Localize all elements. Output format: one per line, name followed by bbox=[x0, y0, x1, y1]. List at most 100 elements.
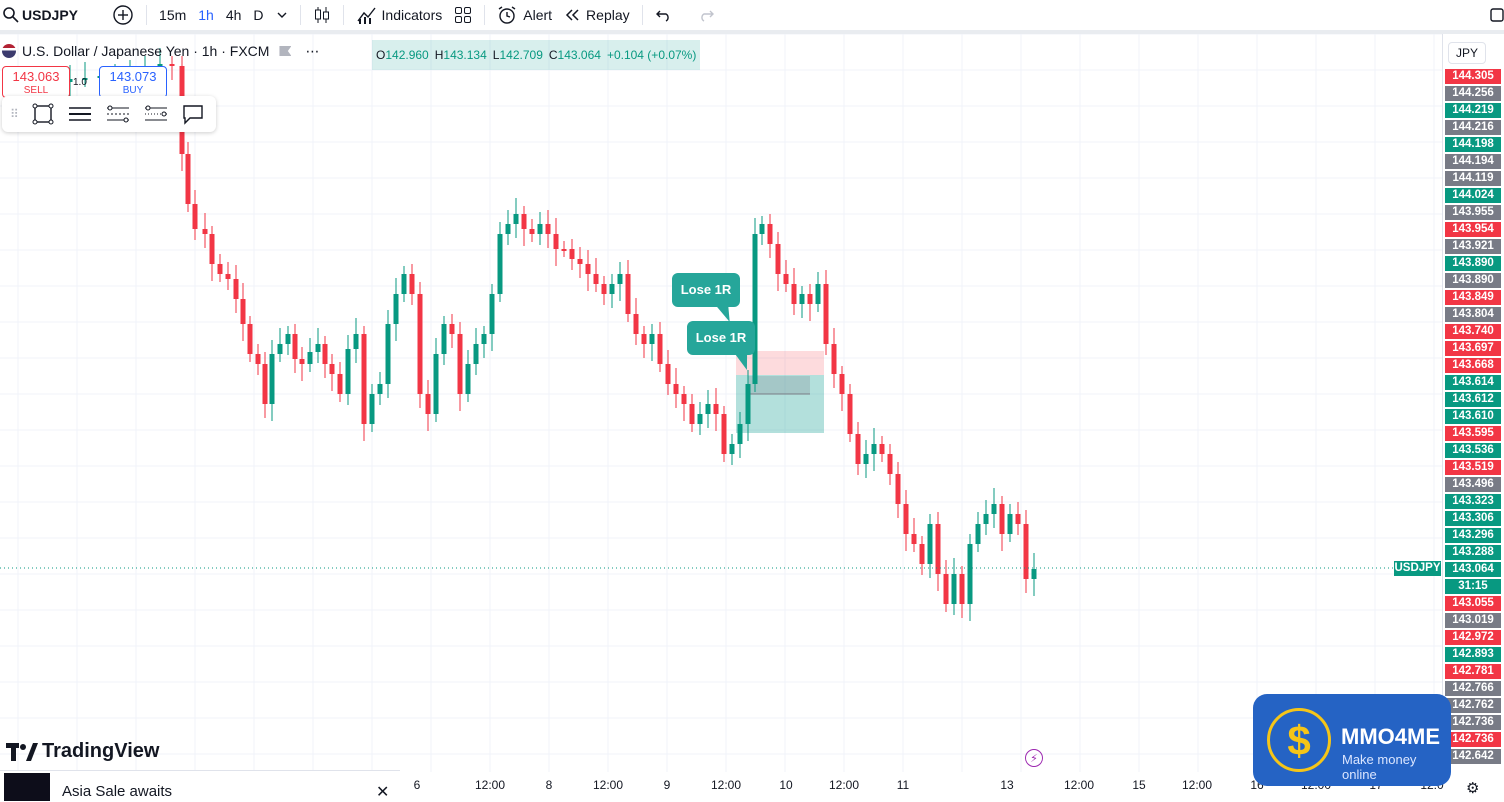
price-label: 142.762 bbox=[1445, 698, 1501, 713]
candle-body bbox=[497, 234, 503, 294]
candle-body bbox=[401, 274, 407, 294]
candle-body bbox=[425, 394, 431, 414]
time-label: 12:00 bbox=[828, 778, 860, 792]
candle-body bbox=[322, 344, 328, 364]
watermark-tagline: Make money online bbox=[1342, 752, 1417, 782]
price-label: 143.296 bbox=[1445, 528, 1501, 543]
interval-4h[interactable]: 4h bbox=[225, 7, 242, 23]
interval-dropdown[interactable] bbox=[270, 0, 294, 30]
open-label: O bbox=[376, 48, 386, 62]
candle-body bbox=[951, 574, 957, 604]
time-label: 9 bbox=[663, 778, 671, 792]
low-value: 142.709 bbox=[499, 48, 543, 62]
symbol-title[interactable]: U.S. Dollar / Japanese Yen · 1h · FXCM bbox=[22, 43, 270, 59]
candle-body bbox=[1031, 569, 1037, 579]
candle-body bbox=[927, 524, 933, 564]
candle-body bbox=[737, 424, 743, 444]
interval-d[interactable]: D bbox=[253, 7, 264, 23]
redo-icon bbox=[700, 10, 714, 22]
interval-1h[interactable]: 1h bbox=[198, 7, 214, 23]
candle-body bbox=[202, 229, 208, 234]
candle-body bbox=[247, 324, 253, 354]
candle-body bbox=[465, 364, 471, 394]
buy-button[interactable]: 143.073 BUY bbox=[99, 66, 167, 98]
settings-lines-icon[interactable] bbox=[105, 102, 131, 126]
watermark-overlay: $ MMO4ME Make money online bbox=[1253, 694, 1451, 786]
candle-body bbox=[879, 444, 885, 454]
chart-settings-icon[interactable]: ⚙ bbox=[1466, 780, 1480, 797]
watermark-name: MMO4ME bbox=[1341, 724, 1440, 749]
candle-body bbox=[67, 79, 73, 82]
price-label: 143.890 bbox=[1445, 256, 1501, 271]
price-label: 142.766 bbox=[1445, 681, 1501, 696]
candle-body bbox=[377, 384, 383, 394]
candle-body bbox=[1007, 514, 1013, 534]
price-label: 143.804 bbox=[1445, 307, 1501, 322]
candle-body bbox=[847, 394, 853, 434]
promo-banner[interactable]: Asia Sale awaits ✕ bbox=[0, 770, 400, 801]
candle-body bbox=[537, 224, 543, 234]
chart-type-button[interactable] bbox=[307, 0, 337, 30]
layouts-button[interactable] bbox=[448, 0, 478, 30]
take-profit-zone bbox=[736, 375, 824, 433]
tradingview-logo[interactable]: TradingView bbox=[6, 740, 159, 763]
rectangle-tool-icon[interactable] bbox=[31, 102, 55, 126]
candle-body bbox=[991, 504, 997, 514]
time-label: 11 bbox=[896, 778, 910, 792]
candle-body bbox=[665, 364, 671, 384]
low-label: L bbox=[492, 48, 500, 62]
chevron-down-icon bbox=[277, 12, 287, 18]
visibility-lines-icon[interactable] bbox=[143, 102, 169, 126]
replay-button[interactable]: Replay bbox=[558, 0, 636, 30]
candle-body bbox=[721, 414, 727, 454]
interval-15m[interactable]: 15m bbox=[159, 7, 187, 23]
candle-body bbox=[935, 524, 941, 574]
price-label: 143.064 bbox=[1445, 562, 1501, 577]
price-chart[interactable] bbox=[0, 34, 1442, 772]
candle-body bbox=[959, 574, 965, 604]
candle-body bbox=[185, 154, 191, 204]
alert-label: Alert bbox=[523, 7, 553, 23]
undo-button[interactable] bbox=[649, 0, 679, 30]
compare-button[interactable] bbox=[106, 0, 140, 30]
goto-realtime-icon[interactable]: ⚡ bbox=[1025, 749, 1043, 767]
indicators-button[interactable]: Indicators bbox=[350, 0, 449, 30]
comment-icon[interactable] bbox=[181, 102, 205, 126]
candle-body bbox=[353, 334, 359, 349]
trade-callout[interactable]: Lose 1R bbox=[687, 321, 755, 355]
symbol-search[interactable]: USDJPY bbox=[0, 0, 84, 30]
spread-value: 1.0 bbox=[73, 77, 87, 88]
candle-body bbox=[233, 279, 239, 299]
time-label: 13 bbox=[1000, 778, 1014, 792]
drag-handle-icon[interactable]: ⠿ bbox=[10, 107, 19, 121]
toolbar-divider bbox=[484, 5, 486, 25]
candle-body bbox=[192, 204, 198, 229]
currency-selector[interactable]: JPY bbox=[1448, 42, 1486, 64]
close-icon[interactable]: ✕ bbox=[376, 784, 390, 801]
flag-marker-icon[interactable] bbox=[279, 46, 292, 56]
price-label: 144.219 bbox=[1445, 103, 1501, 118]
candle-body bbox=[791, 284, 797, 304]
candle-body bbox=[975, 524, 981, 544]
candles-icon bbox=[314, 7, 329, 23]
alert-button[interactable]: Alert bbox=[491, 0, 558, 30]
high-value: 143.134 bbox=[443, 48, 487, 62]
fullscreen-button[interactable] bbox=[1484, 0, 1504, 30]
candle-body bbox=[745, 384, 751, 424]
rewind-icon bbox=[565, 9, 579, 21]
redo-button[interactable] bbox=[691, 0, 721, 30]
stop-loss-zone bbox=[736, 351, 824, 375]
candle-body bbox=[457, 334, 463, 394]
candle-body bbox=[697, 414, 703, 424]
line-style-icon[interactable] bbox=[67, 102, 93, 126]
undo-icon bbox=[655, 10, 669, 22]
candle-body bbox=[673, 384, 679, 394]
indicators-icon bbox=[356, 7, 376, 24]
candle-body bbox=[441, 324, 447, 354]
sell-button[interactable]: 143.063 SELL bbox=[2, 66, 70, 98]
candle-body bbox=[823, 284, 829, 344]
promo-thumbnail bbox=[4, 773, 50, 801]
candle-body bbox=[240, 299, 246, 324]
trade-callout[interactable]: Lose 1R bbox=[672, 273, 740, 307]
more-button[interactable]: ⋯ bbox=[305, 42, 320, 59]
